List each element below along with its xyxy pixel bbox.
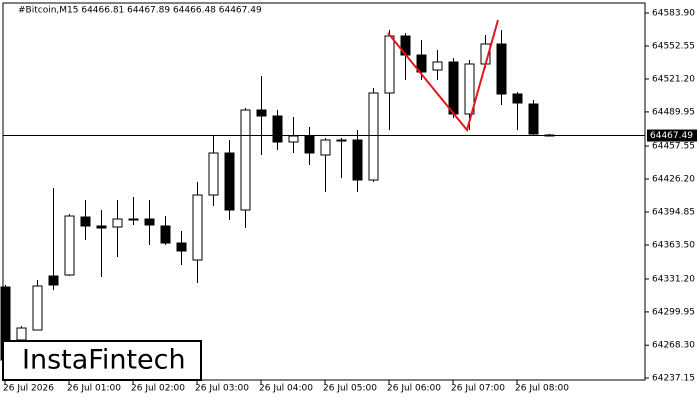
candle-body [48, 275, 59, 286]
candle-body [352, 139, 363, 181]
y-tick-label: 64583.90 [652, 9, 695, 19]
candle-body [96, 225, 107, 229]
logo: InstaFintech [22, 345, 186, 376]
candle-body [256, 109, 267, 117]
x-tick-label: 26 Jul 03:00 [195, 384, 249, 394]
candle-body [224, 152, 235, 211]
candle-body [464, 63, 475, 115]
y-tick-label: 64237.15 [652, 374, 695, 384]
candle-body [32, 285, 43, 331]
x-tick-label: 26 Jul 06:00 [387, 384, 441, 394]
x-tick-label: 26 Jul 05:00 [323, 384, 377, 394]
candle-body [160, 225, 171, 244]
candle-body [304, 135, 315, 154]
candle-body [320, 139, 331, 156]
candle-body [192, 194, 203, 261]
y-tick-label: 64426.20 [652, 175, 695, 185]
candle-body [112, 218, 123, 228]
y-tick-label: 64489.95 [652, 107, 695, 117]
y-tick-label: 64457.55 [652, 142, 695, 152]
candle-body [416, 54, 427, 73]
current-price-box [647, 129, 697, 142]
x-tick-label: 26 Jul 02:00 [131, 384, 185, 394]
candle-body [288, 135, 299, 143]
candle-body [240, 109, 251, 211]
candle-body [384, 35, 395, 94]
candle-body [512, 93, 523, 104]
logo-box [2, 340, 202, 381]
candle-body [368, 92, 379, 181]
candle-body [64, 215, 75, 276]
plot-area [0, 30, 555, 370]
candle-body [128, 218, 139, 221]
pattern-line [387, 19, 499, 133]
current-price-label: 64467.49 [650, 131, 693, 141]
x-tick-label: 26 Jul 2026 [3, 384, 54, 394]
candle-body [432, 61, 443, 71]
x-tick-label: 26 Jul 04:00 [259, 384, 313, 394]
candle-body [80, 216, 91, 227]
x-tick-label: 26 Jul 01:00 [67, 384, 121, 394]
candle-body [176, 242, 187, 252]
candle-body [336, 139, 347, 142]
y-tick-label: 64394.85 [652, 208, 695, 218]
candle-body [528, 103, 539, 135]
y-tick-label: 64299.95 [652, 307, 695, 317]
plot-frame [2, 2, 646, 381]
y-tick-label: 64521.20 [652, 75, 695, 85]
candle-body [144, 218, 155, 226]
y-tick-label: 64331.20 [652, 275, 695, 285]
y-tick-label: 64268.30 [652, 341, 695, 351]
candle-body [448, 61, 459, 115]
candle-body [208, 152, 219, 196]
y-tick-label: 64363.50 [652, 241, 695, 251]
candle-body [496, 43, 507, 95]
y-tick-label: 64552.55 [652, 42, 695, 52]
x-tick-label: 26 Jul 07:00 [451, 384, 505, 394]
candle-body [16, 327, 27, 341]
candle-body [272, 115, 283, 143]
chart-title: #Bitcoin,M15 64466.81 64467.89 64466.48 … [18, 6, 262, 16]
x-tick-label: 26 Jul 08:00 [515, 384, 569, 394]
